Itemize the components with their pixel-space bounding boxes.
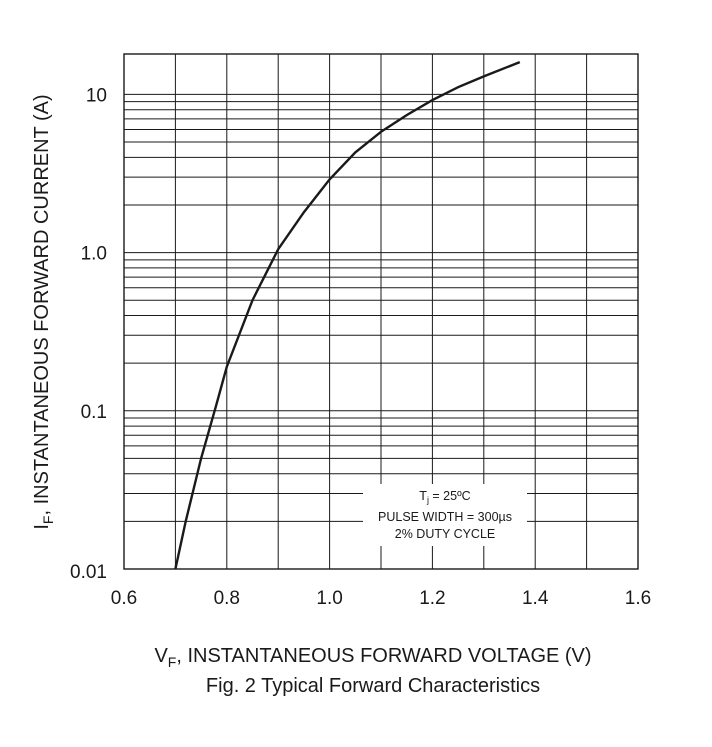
annotation-background xyxy=(363,484,527,546)
conditions-annotation: Tj = 25ºC PULSE WIDTH = 300µs 2% DUTY CY… xyxy=(363,484,527,546)
annotation-pulse-width: PULSE WIDTH = 300µs xyxy=(378,510,512,524)
y-tick-label: 0.1 xyxy=(81,402,107,423)
y-tick-label: 1.0 xyxy=(81,244,107,265)
figure-caption: Fig. 2 Typical Forward Characteristics xyxy=(206,675,540,697)
grid-lines xyxy=(124,54,638,569)
x-tick-label: 1.6 xyxy=(625,588,651,609)
x-tick-label: 1.2 xyxy=(419,588,445,609)
x-axis-label: VF, INSTANTANEOUS FORWARD VOLTAGE (V) xyxy=(154,645,591,670)
y-tick-label: 0.01 xyxy=(70,562,107,583)
y-tick-labels: 0.01 0.1 1.0 10 xyxy=(70,85,107,583)
x-tick-label: 1.4 xyxy=(522,588,549,609)
annotation-duty-cycle: 2% DUTY CYCLE xyxy=(395,527,496,541)
x-tick-labels: 0.6 0.8 1.0 1.2 1.4 1.6 xyxy=(111,588,651,609)
x-tick-label: 0.8 xyxy=(214,588,240,609)
annotation-temperature: Tj = 25ºC xyxy=(419,489,470,505)
x-tick-label: 0.6 xyxy=(111,588,137,609)
y-axis-label: IF, INSTANTANEOUS FORWARD CURRENT (A) xyxy=(31,94,56,529)
y-tick-label: 10 xyxy=(86,85,107,106)
x-tick-label: 1.0 xyxy=(316,588,342,609)
forward-current-curve xyxy=(174,60,521,570)
